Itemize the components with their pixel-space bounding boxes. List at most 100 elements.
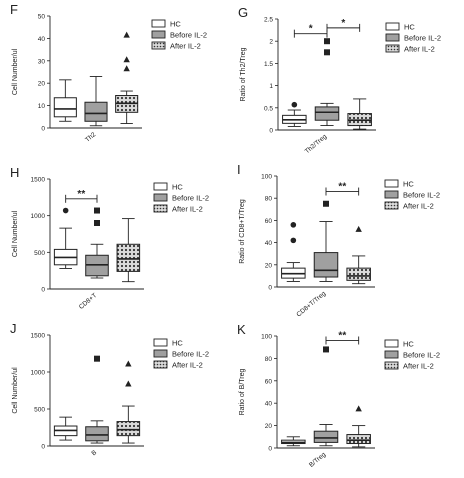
x-category-label: CD8+T <box>78 292 98 311</box>
box-before-il-2 <box>84 76 108 127</box>
y-tick-label: 0.5 <box>264 105 273 112</box>
box-hc <box>281 222 306 282</box>
y-axis-label: Ratio of CD8+T/Treg <box>239 199 246 264</box>
panel-f: F 0 10 20 30 40 50 Cell Number/ul Th2 HC Before IL… <box>10 2 207 144</box>
significance-label: ** <box>338 330 346 341</box>
y-tick-label: 1000 <box>31 370 46 377</box>
panel-letter: K <box>237 322 246 337</box>
legend-swatch <box>153 338 168 347</box>
significance-label: ** <box>77 189 85 200</box>
panel-g: G 0 0.5 1 1.5 2 2.5 Ratio of Th2/Treg Th2/Treg * *… <box>238 5 441 155</box>
outlier-point <box>290 237 297 244</box>
legend-label: HC <box>170 20 181 29</box>
box-before-il-2 <box>313 200 339 282</box>
legend-swatch <box>384 361 399 370</box>
y-tick-label: 60 <box>265 378 273 385</box>
outlier-point <box>62 207 69 214</box>
y-tick-label: 500 <box>34 250 45 257</box>
outlier-point <box>125 360 132 367</box>
legend-swatch <box>384 339 399 348</box>
x-category-label: Th2/Treg <box>304 133 329 155</box>
y-tick-label: 50 <box>38 14 46 21</box>
legend-swatch <box>384 179 399 188</box>
box-iqr <box>53 97 77 118</box>
legend-label: Before IL-2 <box>404 34 441 43</box>
legend-swatch <box>385 33 400 42</box>
y-tick-label: 20 <box>265 423 273 430</box>
x-category-label: B <box>90 449 98 457</box>
box-iqr <box>85 426 109 442</box>
legend-label: After IL-2 <box>172 205 203 214</box>
y-tick-label: 0 <box>41 444 45 451</box>
y-tick-label: 60 <box>265 218 273 225</box>
box-iqr <box>116 421 141 437</box>
legend-label: After IL-2 <box>172 361 203 370</box>
x-category-label: Th2 <box>84 131 97 144</box>
legend-swatch <box>385 44 400 53</box>
legend-swatch <box>153 349 168 358</box>
significance-label: * <box>309 24 313 35</box>
y-axis-label: Ratio of B/Treg <box>239 368 246 415</box>
y-tick-label: 30 <box>38 58 46 65</box>
box-iqr <box>313 252 339 278</box>
box-after-il-2 <box>115 31 139 124</box>
legend-label: HC <box>403 340 414 349</box>
outlier-point <box>323 346 329 353</box>
outlier-point <box>324 38 330 45</box>
legend-swatch <box>151 30 166 39</box>
panel-letter: I <box>237 162 241 177</box>
y-axis-label: Cell Number/ul <box>12 210 19 257</box>
y-tick-label: 40 <box>265 240 273 247</box>
panel-h: H 0 500 1000 1500 Cell Number/ul CD8+T ** HC Befo… <box>10 165 209 311</box>
legend-swatch <box>153 182 168 191</box>
legend-swatch <box>151 41 166 50</box>
y-tick-label: 80 <box>265 196 273 203</box>
legend-label: After IL-2 <box>403 362 434 371</box>
box-after-il-2 <box>116 360 141 444</box>
y-tick-label: 100 <box>261 334 272 341</box>
legend-swatch <box>384 190 399 199</box>
y-tick-label: 20 <box>265 262 273 269</box>
outlier-point <box>290 222 297 228</box>
outlier-point <box>123 65 130 72</box>
outlier-point <box>291 101 298 108</box>
box-before-il-2 <box>314 38 340 127</box>
box-iqr <box>346 267 371 281</box>
box-before-il-2 <box>313 346 339 447</box>
y-tick-label: 40 <box>38 36 46 43</box>
box-hc <box>53 207 78 269</box>
legend-label: Before IL-2 <box>403 191 440 200</box>
y-tick-label: 100 <box>261 174 272 181</box>
outlier-point <box>125 380 132 387</box>
y-tick-label: 0 <box>268 446 272 453</box>
x-category-label: CD8+T/Treg <box>295 290 327 319</box>
box-after-il-2 <box>347 98 372 130</box>
panel-k: K 0 20 40 60 80 100 Ratio of B/Treg B/Treg ** HC Be… <box>237 322 440 469</box>
legend-label: After IL-2 <box>404 45 435 54</box>
y-tick-label: 10 <box>38 103 46 110</box>
y-tick-label: 80 <box>265 356 273 363</box>
legend-label: After IL-2 <box>403 202 434 211</box>
y-tick-label: 1500 <box>31 333 46 340</box>
legend-swatch <box>385 22 400 31</box>
outlier-point <box>355 405 362 412</box>
box-iqr <box>314 106 340 121</box>
y-tick-label: 500 <box>34 407 45 414</box>
outlier-point <box>94 207 100 214</box>
y-tick-label: 2 <box>269 39 273 46</box>
legend-swatch <box>153 360 168 369</box>
y-tick-label: 1500 <box>31 177 46 184</box>
outlier-point <box>324 49 330 56</box>
x-category-label: B/Treg <box>308 451 328 469</box>
box-before-il-2 <box>85 355 109 444</box>
legend-swatch <box>384 350 399 359</box>
legend-swatch <box>151 19 166 28</box>
significance-label: * <box>341 18 345 29</box>
legend-label: Before IL-2 <box>403 351 440 360</box>
y-tick-label: 1 <box>269 83 273 90</box>
outlier-point <box>355 225 362 232</box>
box-before-il-2 <box>85 207 109 279</box>
legend-swatch <box>384 201 399 210</box>
